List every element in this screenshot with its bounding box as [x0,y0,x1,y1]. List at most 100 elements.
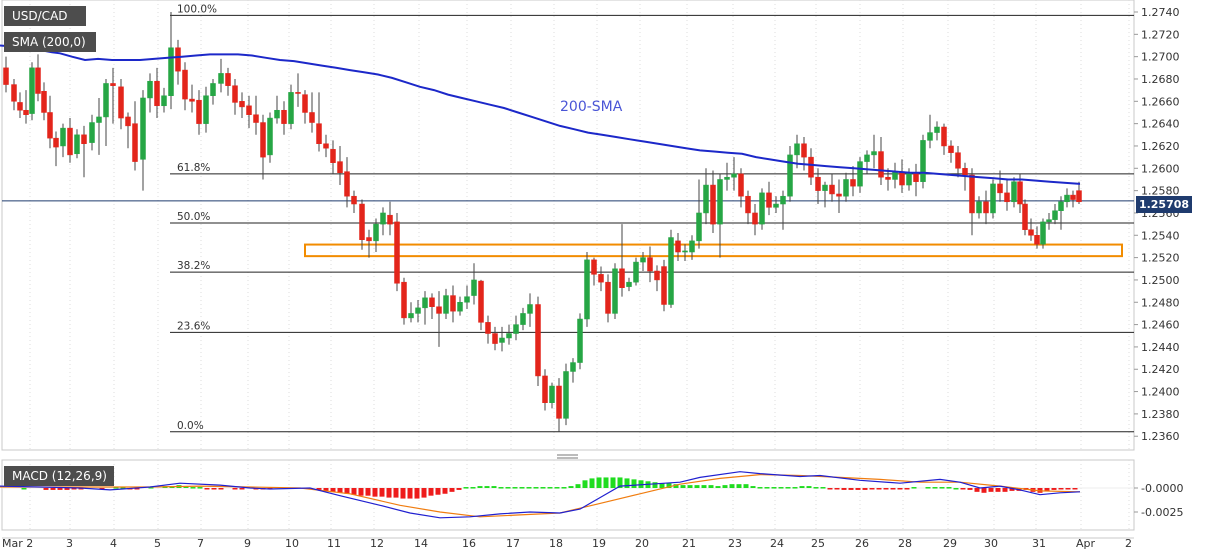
bearish-candle [436,291,442,347]
price-tick-label: 1.2500 [1141,274,1180,287]
price-axis: 1.2740 1.2720 1.2700 1.2680 1.2660 1.2640 1.26… [1134,6,1180,443]
bullish-candle [464,285,470,309]
candle-body [485,322,491,334]
macd-histogram-bar-positive [652,482,658,488]
bearish-candle [366,229,372,258]
candle-body [633,261,639,283]
bullish-candle [89,114,95,151]
candle-body [415,307,421,314]
candle-body [182,69,188,100]
time-tick-label: Mar 2 [2,537,33,550]
candle-body [246,105,252,115]
candle-body [752,212,758,225]
indicator-badge[interactable]: SMA (200,0) [4,32,96,52]
macd-histogram-bar-positive [575,484,581,488]
candle-body [829,184,835,195]
macd-tick-label: -0.0025 [1141,506,1183,519]
macd-histogram-bar-positive [701,485,707,488]
bullish-candle [668,229,674,308]
candle-body [260,122,266,158]
candle-body [11,84,17,102]
macd-histogram-bar-negative [1065,488,1071,490]
candle-body [267,117,273,156]
bullish-candle [703,168,709,225]
macd-histogram-bar-positive [673,484,679,488]
bearish-candle [850,166,856,197]
price-tick-label: 1.2740 [1141,6,1180,19]
candle-body [773,203,779,208]
macd-histogram-bar-negative [876,488,882,490]
macd-signal-line [0,473,1081,518]
candle-body [836,193,842,197]
candle-body [745,195,751,214]
macd-histogram-bar-negative [897,488,903,490]
candle-body [801,143,807,158]
time-tick-label: 14 [414,537,428,550]
candle-body [232,85,238,103]
panel-splitter-handle[interactable] [557,454,578,459]
macd-histogram-bar-positive [519,487,525,489]
candle-body [584,259,590,320]
candle-body [913,172,919,182]
macd-histogram-bar-negative [981,488,987,493]
candle-body [570,362,576,372]
macd-histogram-bar-positive [743,484,749,488]
bearish-candle [878,137,884,186]
bullish-candle [471,263,477,305]
bullish-candle [380,207,386,236]
candle-body [605,281,611,314]
candle-body [203,95,209,124]
macd-histogram-bar-positive [582,480,588,488]
bearish-candle [337,145,343,186]
macd-histogram-bar-negative [428,488,434,496]
candle-body [316,123,322,144]
bearish-candle [1022,199,1028,236]
candle-body [387,214,393,225]
bearish-candle [605,274,611,323]
candle-body [955,152,961,169]
candle-body [864,154,870,162]
macd-histogram-bar-negative [862,488,868,490]
candle-body [794,143,800,156]
candle-body [703,184,709,214]
bullish-candle [731,157,737,191]
bullish-candle [103,78,109,146]
candle-body [626,281,632,287]
bearish-candle [35,54,41,102]
bullish-candle [1058,196,1064,230]
bullish-candle [422,291,428,325]
time-tick-label: Apr [1076,537,1096,550]
macd-histogram-bar-negative [386,488,392,498]
bullish-candle [682,244,688,261]
candlestick-series [2,12,1134,432]
candle-body [619,268,625,289]
macd-histogram-bar-negative [869,488,875,490]
macd-histogram-bar-negative [43,488,49,490]
macd-histogram-bar-positive [477,486,483,488]
macd-badge[interactable]: MACD (12,26,9) [4,466,114,486]
bullish-candle [780,190,786,230]
macd-histogram-bar-positive [21,488,27,490]
bearish-candle [330,140,336,174]
fibonacci-levels: 100.0% 61.8% 50.0% 38.2% 23.6% 0.0% [170,3,1134,433]
bullish-candle [787,145,793,202]
bearish-candle [225,67,231,96]
candle-body [878,151,884,178]
time-tick-label: 26 [855,537,869,550]
bullish-candle [408,302,414,323]
candle-body [140,97,146,160]
candle-body [23,109,29,115]
candle-body [850,179,856,187]
symbol-badge[interactable]: USD/CAD [4,6,86,26]
macd-histogram-bar-negative [1009,488,1015,491]
macd-histogram-bar-positive [764,487,770,489]
macd-histogram-bar-positive [603,477,609,488]
macd-histogram-bar-positive [750,486,756,488]
macd-histogram-bar-negative [995,488,1001,492]
candle-body [274,109,280,119]
macd-histogram-bar-negative [421,488,427,498]
macd-histogram-bar-negative [848,488,854,490]
bullish-candle [689,235,695,260]
macd-histogram-bar-negative [211,488,217,490]
